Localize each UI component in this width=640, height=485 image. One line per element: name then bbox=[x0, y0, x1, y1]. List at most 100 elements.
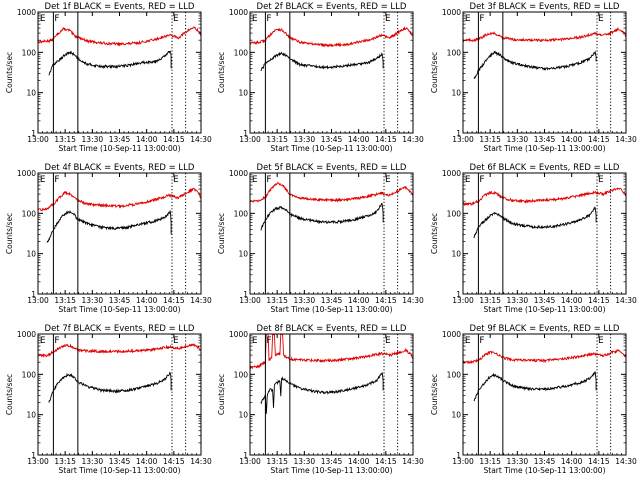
marker-label: E bbox=[385, 336, 391, 346]
y-axis-label: Counts/sec bbox=[217, 52, 226, 93]
y-axis-label: Counts/sec bbox=[217, 213, 226, 254]
series-line-lld-red bbox=[463, 349, 626, 365]
y-tick-label: 10 bbox=[26, 89, 36, 98]
y-tick-label: 10 bbox=[451, 89, 461, 98]
x-tick-label: 14:15 bbox=[163, 296, 185, 305]
marker-label: F bbox=[54, 336, 59, 346]
y-axis-label: Counts/sec bbox=[430, 52, 439, 93]
x-tick-label: 14:00 bbox=[136, 457, 158, 466]
series-line-lld-red bbox=[38, 26, 201, 47]
y-tick-label: 1 bbox=[31, 129, 36, 138]
y-axis-label: Counts/sec bbox=[217, 374, 226, 415]
x-tick-label: 13:30 bbox=[82, 296, 104, 305]
series-line-events-black bbox=[46, 210, 172, 243]
marker-label: F bbox=[266, 336, 271, 346]
y-tick-label: 1000 bbox=[229, 169, 248, 178]
x-tick-label: 13:30 bbox=[82, 457, 104, 466]
series-line-events-black bbox=[48, 371, 172, 403]
marker-label: E bbox=[385, 14, 391, 24]
x-tick-label: 13:45 bbox=[321, 296, 343, 305]
y-tick-label: 100 bbox=[22, 209, 37, 218]
y-tick-label: 10 bbox=[238, 250, 248, 259]
x-tick-label: 14:00 bbox=[136, 135, 158, 144]
x-tick-label: 14:30 bbox=[190, 135, 212, 144]
y-tick-label: 1 bbox=[456, 290, 461, 299]
y-tick-label: 100 bbox=[234, 370, 249, 379]
x-tick-label: 14:00 bbox=[561, 457, 583, 466]
chart-title: Det 2f BLACK = Events, RED = LLD bbox=[257, 2, 407, 12]
x-tick-label: 13:15 bbox=[479, 296, 501, 305]
marker-label: F bbox=[54, 175, 59, 185]
chart-title: Det 9f BLACK = Events, RED = LLD bbox=[470, 324, 620, 334]
marker-label: E bbox=[40, 14, 46, 24]
series-line-events-black bbox=[260, 202, 384, 231]
y-tick-label: 1000 bbox=[442, 330, 461, 339]
x-tick-label: 14:15 bbox=[375, 457, 397, 466]
series-line-lld-red bbox=[38, 187, 201, 212]
x-tick-label: 13:45 bbox=[321, 457, 343, 466]
y-tick-label: 10 bbox=[238, 89, 248, 98]
chart-title: Det 6f BLACK = Events, RED = LLD bbox=[470, 163, 620, 173]
y-tick-label: 100 bbox=[234, 209, 249, 218]
plot-frame bbox=[462, 11, 627, 134]
series-line-lld-red bbox=[463, 187, 626, 207]
marker-label: E bbox=[173, 14, 179, 24]
x-axis-label: Start Time (10-Sep-11 13:00:00) bbox=[271, 305, 393, 314]
x-tick-label: 13:15 bbox=[266, 296, 288, 305]
series-line-events-black bbox=[473, 50, 597, 79]
x-tick-label: 13:30 bbox=[82, 135, 104, 144]
y-tick-label: 100 bbox=[234, 48, 249, 57]
y-axis-label: Counts/sec bbox=[430, 374, 439, 415]
x-tick-label: 14:30 bbox=[190, 457, 212, 466]
marker-label: F bbox=[266, 14, 271, 24]
x-tick-label: 14:30 bbox=[615, 457, 637, 466]
x-axis-label: Start Time (10-Sep-11 13:00:00) bbox=[59, 466, 181, 475]
chart-title: Det 1f BLACK = Events, RED = LLD bbox=[45, 2, 195, 12]
x-tick-label: 13:00 bbox=[27, 135, 49, 144]
x-axis-label: Start Time (10-Sep-11 13:00:00) bbox=[484, 466, 606, 475]
x-tick-label: 14:00 bbox=[348, 135, 370, 144]
y-tick-label: 100 bbox=[447, 370, 462, 379]
series-line-events-black bbox=[260, 372, 384, 414]
x-axis-label: Start Time (10-Sep-11 13:00:00) bbox=[59, 305, 181, 314]
x-tick-label: 13:30 bbox=[507, 457, 529, 466]
plot-frame bbox=[462, 172, 627, 295]
marker-label: F bbox=[479, 175, 484, 185]
x-tick-label: 14:15 bbox=[588, 457, 610, 466]
marker-label: E bbox=[252, 14, 258, 24]
series-line-lld-red bbox=[38, 343, 201, 358]
y-tick-label: 10 bbox=[451, 250, 461, 259]
marker-label: F bbox=[479, 336, 484, 346]
marker-label: E bbox=[173, 336, 179, 346]
marker-label: F bbox=[479, 14, 484, 24]
chart-title: Det 8f BLACK = Events, RED = LLD bbox=[257, 324, 407, 334]
x-tick-label: 13:00 bbox=[27, 296, 49, 305]
marker-label: E bbox=[40, 336, 46, 346]
marker-label: E bbox=[173, 175, 179, 185]
y-tick-label: 1 bbox=[31, 290, 36, 299]
marker-label: E bbox=[598, 336, 604, 346]
marker-label: E bbox=[465, 175, 471, 185]
x-tick-label: 14:00 bbox=[136, 296, 158, 305]
x-axis-label: Start Time (10-Sep-11 13:00:00) bbox=[271, 466, 393, 475]
y-tick-label: 1000 bbox=[229, 8, 248, 17]
x-tick-label: 13:00 bbox=[239, 457, 261, 466]
x-tick-label: 13:00 bbox=[452, 296, 474, 305]
x-tick-label: 14:00 bbox=[561, 296, 583, 305]
x-axis-label: Start Time (10-Sep-11 13:00:00) bbox=[484, 305, 606, 314]
x-tick-label: 14:15 bbox=[588, 296, 610, 305]
y-tick-label: 100 bbox=[447, 209, 462, 218]
series-line-events-black bbox=[473, 206, 597, 239]
marker-label: E bbox=[598, 14, 604, 24]
marker-label: E bbox=[465, 336, 471, 346]
x-tick-label: 14:00 bbox=[561, 135, 583, 144]
x-tick-label: 13:15 bbox=[54, 135, 76, 144]
x-tick-label: 13:15 bbox=[266, 457, 288, 466]
y-tick-label: 10 bbox=[26, 250, 36, 259]
marker-label: E bbox=[465, 14, 471, 24]
